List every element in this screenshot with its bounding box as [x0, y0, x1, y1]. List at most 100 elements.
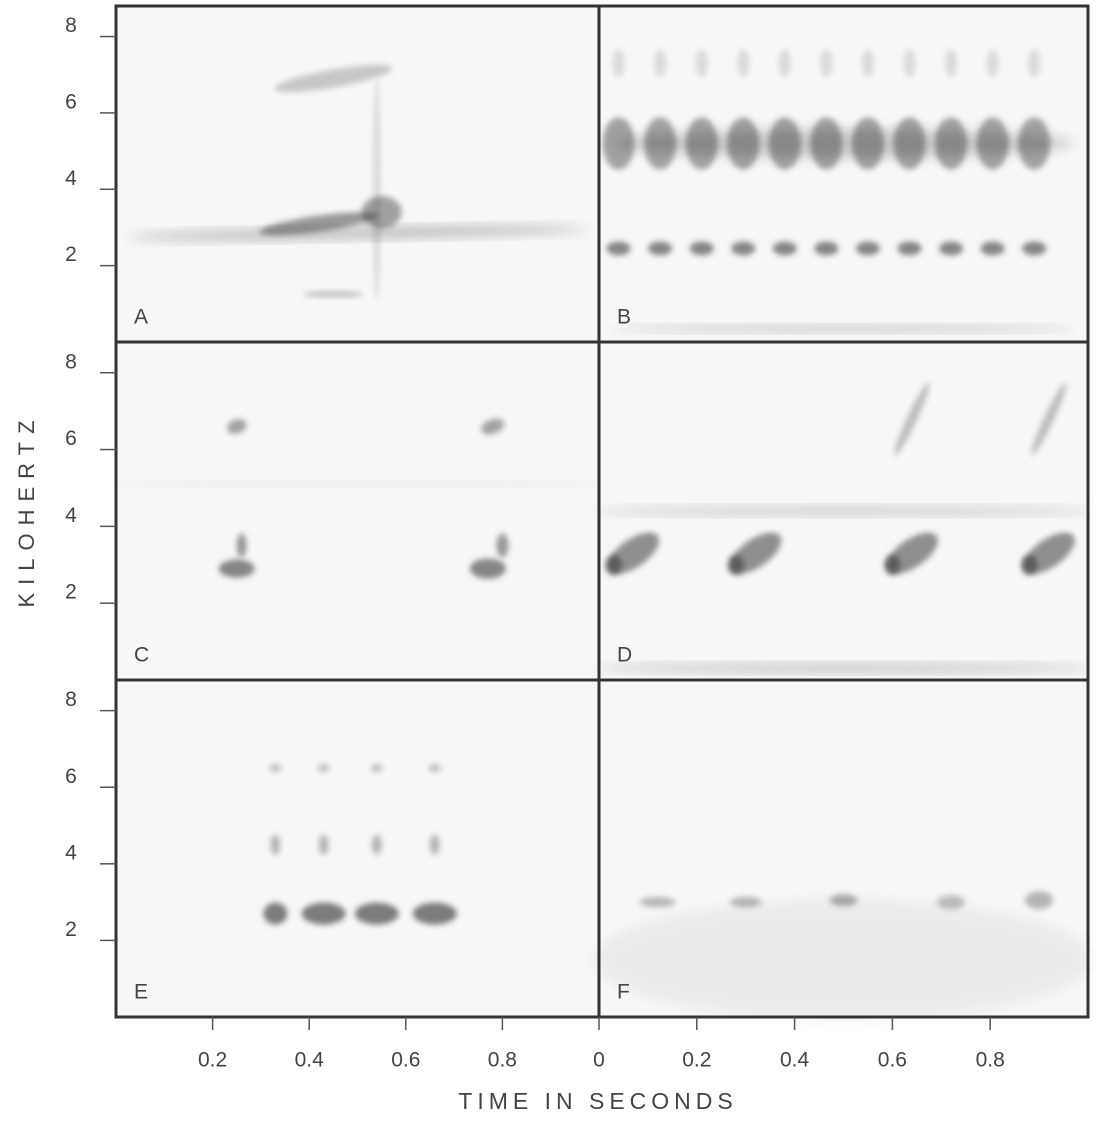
- spectrogram-trace: [303, 291, 364, 298]
- spectrogram-trace: [274, 64, 393, 93]
- spectrogram-trace: [731, 241, 756, 256]
- x-tick-label: 0.4: [295, 1049, 325, 1072]
- spectrogram-trace: [236, 533, 247, 558]
- panel-label: F: [617, 981, 630, 1004]
- y-axis-label: KILOHERTZ: [14, 412, 39, 607]
- y-tick-label: 8: [65, 350, 77, 373]
- y-tick-label: 2: [65, 918, 77, 941]
- x-axis-label: TIME IN SECONDS: [458, 1088, 737, 1114]
- y-tick-label: 8: [65, 14, 77, 37]
- y-tick-label: 6: [65, 427, 77, 450]
- panel: B: [597, 4, 1090, 344]
- panel-frame: [114, 340, 601, 682]
- spectrogram-trace: [980, 241, 1005, 256]
- spectrogram-trace: [612, 49, 625, 78]
- spectrogram-trace: [218, 559, 255, 578]
- spectrogram-trace: [593, 899, 1094, 1020]
- spectrogram-trace: [613, 129, 1074, 158]
- y-tick-label: 4: [65, 167, 77, 190]
- spectrogram-trace: [613, 325, 1074, 332]
- y-tick-label: 6: [65, 90, 77, 113]
- spectrogram-trace: [354, 902, 399, 925]
- spectrogram-trace: [263, 902, 288, 925]
- spectrogram-trace: [939, 241, 964, 256]
- panel-label: D: [617, 644, 632, 667]
- spectrogram-trace: [371, 834, 382, 855]
- spectrogram-trace: [1022, 241, 1047, 256]
- panel: E: [114, 678, 601, 1019]
- spectrogram-trace: [301, 902, 346, 925]
- panel: D: [593, 340, 1094, 682]
- x-tick-label: 0.2: [682, 1049, 711, 1072]
- spectrogram-trace: [496, 533, 509, 558]
- spectrogram-trace: [727, 554, 744, 575]
- panel-frame: [597, 4, 1090, 344]
- spectrogram-trace: [107, 482, 608, 487]
- spectrogram-trace: [127, 226, 588, 240]
- panel-label: A: [134, 306, 148, 329]
- spectrogram-trace: [778, 49, 791, 78]
- x-tick-label: 0.4: [780, 1049, 810, 1072]
- x-tick-label: 0.6: [878, 1049, 907, 1072]
- spectrogram-trace: [593, 507, 1094, 515]
- spectrogram-trace: [469, 558, 506, 579]
- spectrogram-trace: [606, 241, 631, 256]
- x-tick-label: 0.8: [976, 1049, 1005, 1072]
- panel-label: E: [134, 981, 148, 1004]
- y-tick-label: 2: [65, 581, 77, 604]
- spectrogram-trace: [1028, 49, 1041, 78]
- spectrogram-trace: [945, 49, 958, 78]
- spectrogram-trace: [689, 241, 714, 256]
- spectrogram-trace: [894, 382, 930, 456]
- panel: A: [114, 4, 601, 344]
- spectrogram-trace: [695, 49, 708, 78]
- x-tick-label: 0.8: [488, 1049, 517, 1072]
- spectrogram-trace: [270, 834, 281, 855]
- spectrogram-trace: [639, 897, 676, 908]
- spectrogram-trace: [884, 554, 901, 575]
- y-tick-label: 4: [65, 841, 77, 864]
- x-tick-label: 0.6: [391, 1049, 420, 1072]
- spectrogram-trace: [269, 764, 282, 773]
- spectrogram-trace: [861, 49, 874, 78]
- spectrogram-trace: [1021, 554, 1038, 575]
- spectrogram-trace: [372, 79, 381, 300]
- panel: C: [107, 340, 608, 682]
- spectrogram-trace: [648, 241, 673, 256]
- spectrogram-trace: [737, 49, 750, 78]
- spectrogram-trace: [412, 902, 457, 925]
- spectrogram-trace: [429, 834, 440, 855]
- panel: F: [593, 678, 1094, 1020]
- spectrogram-trace: [370, 764, 383, 773]
- y-tick-label: 8: [65, 688, 77, 711]
- y-tick-label: 6: [65, 765, 77, 788]
- spectrogram-trace: [1031, 382, 1067, 456]
- spectrogram-trace: [318, 834, 329, 855]
- spectrogram-trace: [654, 49, 667, 78]
- spectrogram-trace: [855, 241, 880, 256]
- spectrogram-trace: [903, 49, 916, 78]
- spectrogram-trace: [897, 241, 922, 256]
- spectrogram-trace: [820, 49, 833, 78]
- panel-frame: [114, 4, 601, 344]
- x-tick-label: 0: [593, 1049, 605, 1072]
- y-tick-label: 2: [65, 243, 77, 266]
- x-tick-label: 0.2: [198, 1049, 227, 1072]
- spectrogram-trace: [593, 664, 1094, 673]
- panel-label: B: [617, 306, 631, 329]
- spectrogram-trace: [227, 419, 247, 434]
- spectrogram-trace: [317, 764, 330, 773]
- spectrogram-trace: [361, 196, 402, 229]
- spectrogram-trace: [1025, 891, 1054, 910]
- panel-label: C: [134, 644, 149, 667]
- spectrogram-trace: [986, 49, 999, 78]
- spectrogram-trace: [772, 241, 797, 256]
- y-tick-label: 4: [65, 504, 77, 527]
- spectrogram-trace: [428, 764, 441, 773]
- spectrogram-trace: [814, 241, 839, 256]
- spectrogram-trace: [605, 554, 622, 575]
- spectrogram-trace: [481, 418, 505, 435]
- spectrogram-trace: [259, 212, 379, 236]
- panel-border: [597, 678, 1090, 1019]
